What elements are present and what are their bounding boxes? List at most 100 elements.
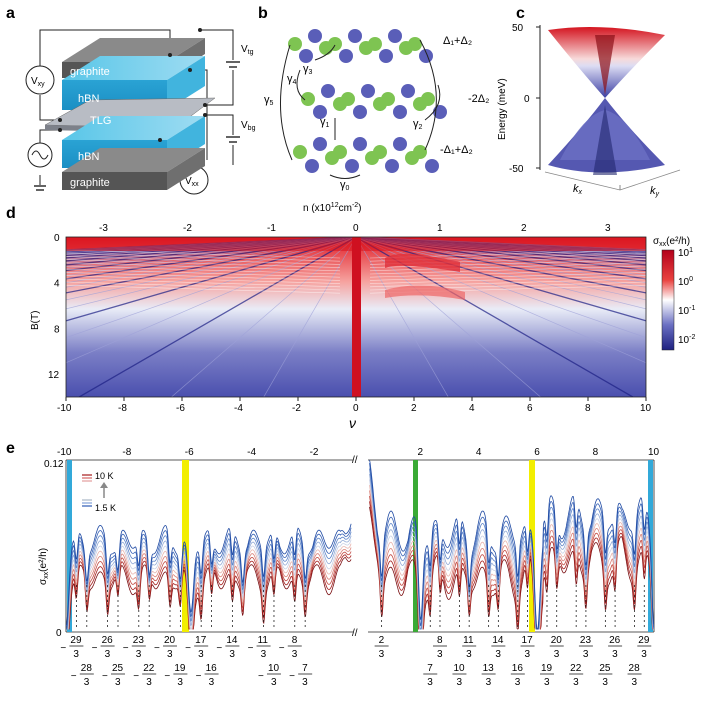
- e-top-tick: 4: [476, 447, 482, 458]
- filling-tick: -8: [118, 403, 127, 414]
- colorbar-tick: 100: [678, 276, 693, 288]
- hopping-g0: γ0: [340, 179, 350, 192]
- axis-break-bottom: //: [352, 628, 358, 639]
- filling-tick: 6: [527, 403, 533, 414]
- e-ytick-012: 0.12: [44, 459, 64, 470]
- fraction-numerator: 25: [599, 663, 611, 674]
- density-tick: 1: [437, 223, 443, 234]
- layer-hbn-bottom: hBN: [78, 151, 99, 163]
- legend-10k: 10 K: [95, 471, 114, 481]
- fraction-denominator: 3: [641, 649, 647, 660]
- atom: [339, 49, 353, 63]
- fraction-denominator: 3: [105, 649, 111, 660]
- fraction-denominator: 3: [271, 677, 277, 688]
- fraction-labels: −293−263−233−203−173−143−113−83−283−253−…: [60, 635, 652, 688]
- axis-break-top: //: [352, 455, 358, 466]
- fraction-numerator: 7: [302, 663, 308, 674]
- fraction-numerator: 25: [112, 663, 124, 674]
- fraction-denominator: 3: [84, 677, 90, 688]
- density-tick: 0: [353, 223, 359, 234]
- atom: [353, 137, 367, 151]
- fraction-numerator: 29: [638, 635, 650, 646]
- hopping-g1: γ1: [320, 116, 330, 129]
- e-top-tick: -10: [57, 447, 72, 458]
- atom: [379, 49, 393, 63]
- atom: [305, 159, 319, 173]
- vbg-label: Vbg: [241, 120, 256, 132]
- potential-top: Δ₁+Δ₂: [443, 35, 472, 47]
- atom: [313, 105, 327, 119]
- fraction-numerator: 28: [81, 663, 93, 674]
- gate-sources: [34, 61, 240, 191]
- fraction-numerator: 14: [226, 635, 238, 646]
- layer-tlg: TLG: [90, 115, 111, 127]
- e-filling-ticks: -10 -8 -6 -4 -2 2 4 6 8 10: [57, 447, 660, 458]
- filling-tick: -6: [176, 403, 185, 414]
- filling-tick: 2: [411, 403, 417, 414]
- layer-hbn-top: hBN: [78, 93, 99, 105]
- density-axis-label: n (x1012cm-2): [303, 202, 362, 214]
- atom: [345, 159, 359, 173]
- fraction-numerator: 22: [143, 663, 155, 674]
- atom: [288, 37, 302, 51]
- filling-tick: 0: [353, 403, 359, 414]
- field-ticks: 0 4 8 12: [48, 233, 60, 381]
- trace-right: [369, 459, 655, 630]
- e-top-tick: 10: [648, 447, 660, 458]
- field-axis-label: B(T): [30, 311, 41, 330]
- atom: [301, 92, 315, 106]
- fraction-denominator: 3: [229, 649, 235, 660]
- fraction-denominator: 3: [167, 649, 173, 660]
- colorbar-label: σxx(e²/h): [653, 236, 690, 248]
- field-tick: 4: [54, 279, 60, 290]
- ky-label: ky: [650, 185, 660, 198]
- fraction-sign: −: [164, 671, 170, 682]
- arrow-up-icon: [100, 482, 108, 488]
- fraction-numerator: 22: [570, 663, 582, 674]
- panel-a: a Vxy Vxx Vtg Vbg: [6, 5, 256, 195]
- atom: [359, 41, 373, 55]
- fraction-denominator: 3: [198, 649, 204, 660]
- fraction-denominator: 3: [583, 649, 589, 660]
- density-tick: -3: [99, 223, 108, 234]
- fraction-numerator: 11: [463, 635, 474, 646]
- fraction-denominator: 3: [437, 649, 443, 660]
- density-tick: -2: [183, 223, 192, 234]
- fraction-numerator: 19: [174, 663, 186, 674]
- fraction-numerator: 29: [70, 635, 82, 646]
- atom: [353, 105, 367, 119]
- atom: [399, 41, 413, 55]
- density-tick: 2: [521, 223, 527, 234]
- fraction-denominator: 3: [146, 677, 152, 688]
- fraction-denominator: 3: [632, 677, 638, 688]
- panel-d: d n (x1012cm-2) -3 -2 -1 0 1 2 3 -10 -8 -6 -4 -2 0 2…: [6, 202, 695, 431]
- fraction-sign: −: [60, 643, 66, 654]
- fraction-sign: −: [92, 643, 98, 654]
- fraction-denominator: 3: [379, 649, 385, 660]
- fraction-sign: −: [248, 643, 254, 654]
- field-tick: 8: [54, 324, 60, 335]
- e-top-tick: -4: [247, 447, 256, 458]
- field-tick: 12: [48, 370, 60, 381]
- atom: [419, 49, 433, 63]
- e-top-tick: -6: [185, 447, 194, 458]
- fraction-numerator: 7: [427, 663, 433, 674]
- panel-b: b γ5 γ4 γ3 γ1 γ2 γ0 Δ₁+Δ₂ -2Δ₂ -Δ₁+Δ₂: [258, 5, 489, 192]
- fraction-sign: −: [154, 643, 160, 654]
- highlight-nu-m10: [67, 460, 72, 632]
- fraction-sign: −: [258, 671, 264, 682]
- fraction-numerator: 8: [437, 635, 443, 646]
- fraction-denominator: 3: [602, 677, 608, 688]
- fraction-numerator: 2: [379, 635, 385, 646]
- fraction-denominator: 3: [136, 649, 142, 660]
- fraction-denominator: 3: [495, 649, 501, 660]
- colorbar: [661, 249, 675, 351]
- fraction-numerator: 16: [206, 663, 218, 674]
- vxy-label: Vxy: [31, 76, 45, 88]
- energy-tick-m50: -50: [509, 164, 524, 175]
- fraction-numerator: 26: [609, 635, 621, 646]
- fraction-denominator: 3: [456, 677, 462, 688]
- hopping-g2: γ2: [413, 118, 423, 131]
- e-ytick-0: 0: [56, 628, 62, 639]
